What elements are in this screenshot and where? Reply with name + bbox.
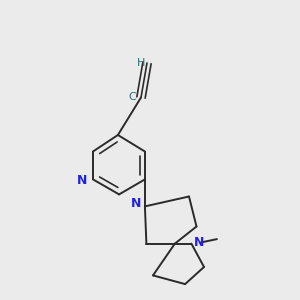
Text: N: N [76, 174, 87, 188]
Text: C: C [129, 92, 136, 103]
Text: H: H [137, 58, 145, 68]
Text: N: N [131, 197, 142, 210]
Text: N: N [194, 236, 204, 249]
